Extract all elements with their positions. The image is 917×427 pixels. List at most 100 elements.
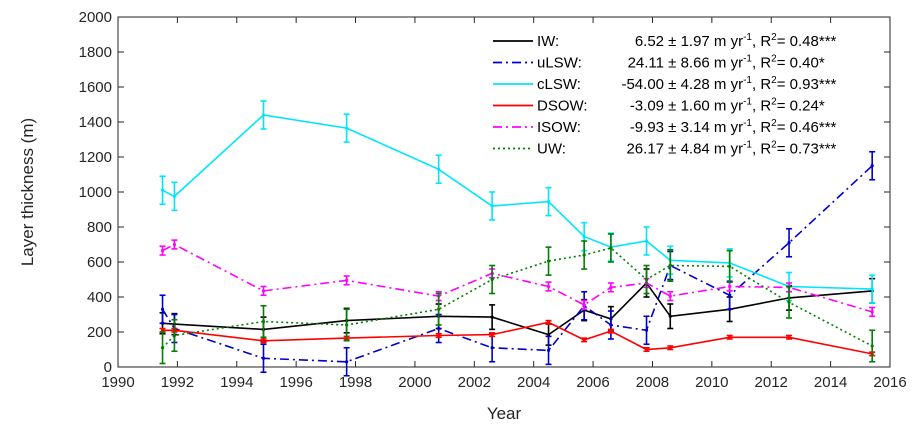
legend-stats-exponent: -1 bbox=[743, 97, 752, 108]
data-point bbox=[668, 294, 672, 298]
legend-r2-value: = 0.46*** bbox=[777, 119, 837, 136]
legend-entry-iw: IW: 6.52 ± 1.97 m yr-1, R2= 0.48*** bbox=[493, 32, 837, 50]
legend-r2-exponent: 2 bbox=[771, 32, 777, 43]
y-tick-label: 600 bbox=[87, 254, 112, 271]
legend-stats-exponent: -1 bbox=[743, 54, 752, 65]
data-point bbox=[668, 263, 672, 268]
data-point bbox=[582, 253, 586, 257]
data-point bbox=[728, 293, 732, 297]
data-point bbox=[160, 188, 165, 192]
data-point bbox=[609, 329, 613, 333]
data-point bbox=[345, 360, 349, 364]
data-point bbox=[609, 323, 613, 327]
legend-r2-value: = 0.93*** bbox=[777, 76, 837, 93]
legend-label: DSOW: bbox=[537, 98, 588, 115]
legend-r2-exponent: 2 bbox=[771, 75, 777, 86]
x-tick-label: 1996 bbox=[279, 374, 312, 391]
data-point bbox=[437, 167, 441, 171]
x-tick-label: 2006 bbox=[576, 374, 609, 391]
data-point bbox=[644, 277, 649, 282]
data-point bbox=[546, 320, 551, 324]
data-point bbox=[870, 310, 874, 314]
axis-layer: 1990 1992 1994 1996 1998 2000 2002 2004 2006 2008… bbox=[79, 9, 907, 391]
x-tick-label: 1990 bbox=[101, 374, 134, 391]
series-dsow bbox=[159, 319, 876, 357]
legend-r2-label: , R bbox=[752, 98, 771, 115]
legend-stats: -9.93 ± 3.14 m yr-1 bbox=[630, 118, 753, 136]
legend-stats: -54.00 ± 4.28 m yr-1 bbox=[621, 75, 752, 93]
plot-area bbox=[118, 17, 890, 367]
legend-label: IW: bbox=[537, 33, 559, 50]
data-point bbox=[437, 333, 441, 338]
y-tick-label: 1800 bbox=[79, 44, 112, 61]
series-line bbox=[162, 281, 873, 336]
legend-r2-exponent: 2 bbox=[771, 54, 777, 65]
data-point bbox=[261, 356, 266, 360]
data-point bbox=[261, 113, 266, 117]
data-point bbox=[546, 333, 551, 337]
legend-r2: , R2= 0.93*** bbox=[752, 75, 837, 93]
legend-r2: , R2= 0.40* bbox=[752, 54, 825, 72]
x-tick-label: 1992 bbox=[161, 374, 194, 391]
data-point bbox=[345, 323, 349, 327]
x-tick-label: 1994 bbox=[220, 374, 253, 391]
x-tick-label: 2010 bbox=[695, 374, 728, 391]
legend-r2-label: , R bbox=[752, 119, 771, 136]
legend-r2-label: , R bbox=[752, 55, 771, 72]
data-point bbox=[490, 333, 494, 337]
data-point bbox=[644, 328, 649, 332]
legend-entry-clsw: cLSW: -54.00 ± 4.28 m yr-1, R2= 0.93*** bbox=[493, 75, 837, 93]
data-point bbox=[345, 278, 349, 282]
y-tick-label: 200 bbox=[87, 324, 112, 341]
data-point bbox=[160, 328, 165, 332]
legend-r2-value: = 0.40* bbox=[777, 55, 825, 72]
data-point bbox=[261, 319, 266, 324]
series-line bbox=[161, 165, 873, 363]
legend-label: UW: bbox=[537, 141, 566, 158]
x-tick-label: 2004 bbox=[517, 374, 550, 391]
data-point bbox=[546, 348, 551, 352]
series-line bbox=[162, 321, 873, 355]
data-point bbox=[728, 284, 732, 289]
data-point bbox=[261, 289, 266, 293]
data-point bbox=[870, 344, 874, 348]
legend-stats-exponent: -1 bbox=[743, 140, 752, 151]
series-layer bbox=[159, 100, 876, 377]
x-tick-label: 2000 bbox=[398, 374, 431, 391]
data-point bbox=[437, 307, 441, 311]
data-point bbox=[582, 303, 586, 307]
legend-r2: , R2= 0.24* bbox=[752, 97, 825, 115]
legend-r2: , R2= 0.73*** bbox=[752, 140, 837, 158]
x-tick-label: 1998 bbox=[339, 374, 372, 391]
data-point bbox=[787, 300, 791, 304]
legend-label: ISOW: bbox=[537, 119, 581, 136]
data-point bbox=[490, 346, 494, 350]
x-tick-label: 2014 bbox=[814, 374, 847, 391]
legend-stats: 6.52 ± 1.97 m yr-1 bbox=[635, 32, 753, 50]
y-axis-label: Layer thickness (m) bbox=[18, 118, 37, 266]
legend-r2-label: , R bbox=[752, 76, 771, 93]
data-point bbox=[172, 194, 177, 198]
data-point bbox=[787, 241, 791, 245]
data-point bbox=[345, 126, 349, 130]
x-tick-label: 2012 bbox=[755, 374, 788, 391]
y-tick-label: 2000 bbox=[79, 9, 112, 26]
data-point bbox=[582, 338, 586, 342]
legend-r2: , R2= 0.48*** bbox=[752, 32, 837, 50]
legend-entry-uw: UW: 26.17 ± 4.84 m yr-1, R2= 0.73*** bbox=[493, 140, 837, 158]
data-point bbox=[172, 333, 177, 338]
legend-r2-exponent: 2 bbox=[771, 97, 777, 108]
legend-r2-label: , R bbox=[752, 141, 771, 158]
data-point bbox=[172, 242, 177, 247]
legend-stats: 24.11 ± 8.66 m yr-1 bbox=[628, 54, 753, 72]
data-point bbox=[728, 264, 732, 268]
data-point bbox=[728, 335, 732, 339]
y-tick-label: 1600 bbox=[79, 79, 112, 96]
data-point bbox=[582, 235, 586, 239]
y-tick-label: 1400 bbox=[79, 114, 112, 131]
data-point bbox=[160, 249, 165, 253]
legend: IW: 6.52 ± 1.97 m yr-1, R2= 0.48***uLSW: 2… bbox=[493, 32, 837, 158]
series-line bbox=[162, 243, 873, 313]
y-tick-label: 1000 bbox=[79, 184, 112, 201]
